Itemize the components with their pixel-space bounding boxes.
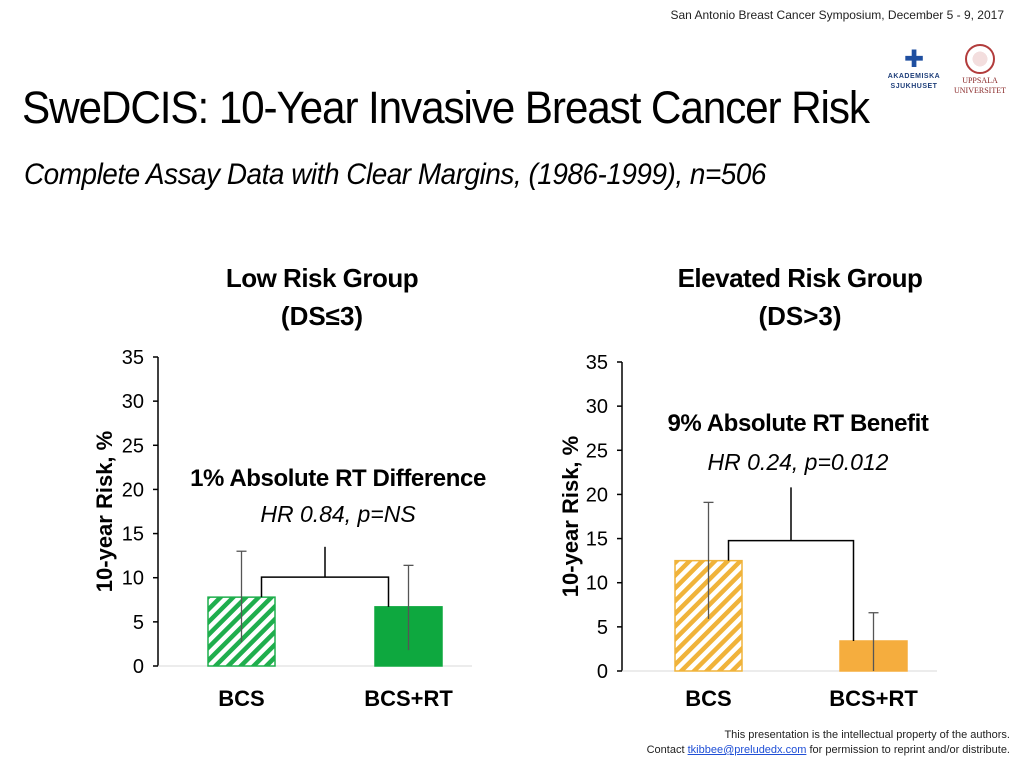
chart1-y-tick-label: 10 bbox=[122, 568, 144, 590]
chart1-category-label: BCS bbox=[218, 686, 264, 711]
chart2-y-tick-label: 0 bbox=[597, 661, 608, 683]
footer-contact-prefix: Contact bbox=[646, 744, 685, 756]
chart1-y-tick-label: 30 bbox=[122, 391, 144, 413]
chart2-y-tick-label: 35 bbox=[586, 352, 608, 374]
logo-text-0: AKADEMISKA bbox=[887, 73, 941, 80]
chart2-title-line2: (DS>3) bbox=[758, 301, 841, 331]
chart2-y-tick-label: 10 bbox=[586, 573, 608, 595]
chart1-y-tick-label: 20 bbox=[122, 479, 144, 501]
logo-text-1: SJUKHUSET bbox=[890, 83, 938, 90]
chart1-title-line1: Low Risk Group bbox=[226, 263, 418, 293]
slide-title: SweDCIS: 10-Year Invasive Breast Cancer … bbox=[22, 82, 870, 133]
slide-subtitle: Complete Assay Data with Clear Margins, … bbox=[24, 158, 766, 191]
chart1-title-line2: (DS≤3) bbox=[281, 301, 363, 331]
chart1-y-tick-label: 25 bbox=[122, 435, 144, 457]
chart1-y-tick-label: 0 bbox=[133, 656, 144, 678]
footer-contact: Contact tkibbee@preludedx.com for permis… bbox=[647, 743, 1010, 758]
cross-icon: ✚ bbox=[903, 46, 925, 73]
chart2-y-tick-label: 15 bbox=[586, 529, 608, 551]
logo-text-uu-1: UNIVERSITET bbox=[954, 86, 1006, 95]
chart1-y-tick-label: 5 bbox=[133, 612, 144, 634]
logo-text-uu-0: UPPSALA bbox=[962, 76, 998, 85]
chart1-category-label: BCS+RT bbox=[364, 686, 453, 711]
uppsala-universitet-logo: UPPSALA UNIVERSITET bbox=[952, 44, 1008, 96]
chart2-annotation-sub: HR 0.24, p=0.012 bbox=[708, 449, 889, 475]
chart2-y-tick-label: 20 bbox=[586, 484, 608, 506]
contact-email-link[interactable]: tkibbee@preludedx.com bbox=[687, 744, 807, 756]
chart2-y-tick-label: 25 bbox=[586, 440, 608, 462]
chart2-y-tick-label: 30 bbox=[586, 396, 608, 418]
chart2-comparison-bracket bbox=[727, 539, 855, 641]
chart1-annotation-sub: HR 0.84, p=NS bbox=[260, 501, 416, 527]
footer-contact-suffix: for permission to reprint and/or distrib… bbox=[809, 744, 1010, 756]
conference-header: San Antonio Breast Cancer Symposium, Dec… bbox=[670, 8, 1004, 22]
university-seal-icon bbox=[965, 44, 995, 74]
chart1-annotation-main: 1% Absolute RT Difference bbox=[190, 465, 486, 492]
chart1-comparison-bracket bbox=[260, 576, 390, 607]
chart1-y-axis-label: 10-year Risk, % bbox=[92, 431, 117, 592]
chart2-annotation-main: 9% Absolute RT Benefit bbox=[667, 410, 928, 437]
footer-copyright: This presentation is the intellectual pr… bbox=[724, 729, 1010, 741]
chart2-y-axis-label: 10-year Risk, % bbox=[558, 436, 583, 597]
chart1-y-tick-label: 35 bbox=[122, 347, 144, 369]
chart2-category-label: BCS+RT bbox=[829, 686, 918, 711]
chart2-title-line1: Elevated Risk Group bbox=[678, 263, 923, 293]
footer: This presentation is the intellectual pr… bbox=[647, 728, 1010, 758]
akademiska-sjukhuset-logo: ✚ AKADEMISKA SJUKHUSET bbox=[884, 48, 944, 92]
chart2-category-label: BCS bbox=[685, 686, 731, 711]
chart1-y-tick-label: 15 bbox=[122, 524, 144, 546]
chart2-y-tick-label: 5 bbox=[597, 617, 608, 639]
